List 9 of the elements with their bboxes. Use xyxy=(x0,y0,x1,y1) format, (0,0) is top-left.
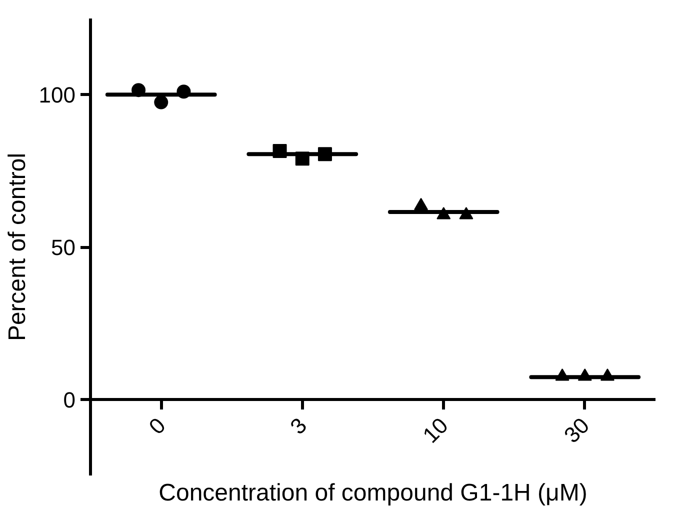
x-axis-title: Concentration of compound G1-1H (μM) xyxy=(158,480,588,506)
y-tick-label: 100 xyxy=(38,82,76,108)
x-tick-label: 10 xyxy=(418,412,453,448)
x-tick-label: 30 xyxy=(559,412,594,448)
x-tick-label: 0 xyxy=(144,412,170,440)
y-axis-title: Percent of control xyxy=(4,152,31,342)
y-tick-label: 50 xyxy=(51,235,76,260)
x-tick-label: 3 xyxy=(285,412,312,440)
y-tick-label: 0 xyxy=(63,387,76,412)
